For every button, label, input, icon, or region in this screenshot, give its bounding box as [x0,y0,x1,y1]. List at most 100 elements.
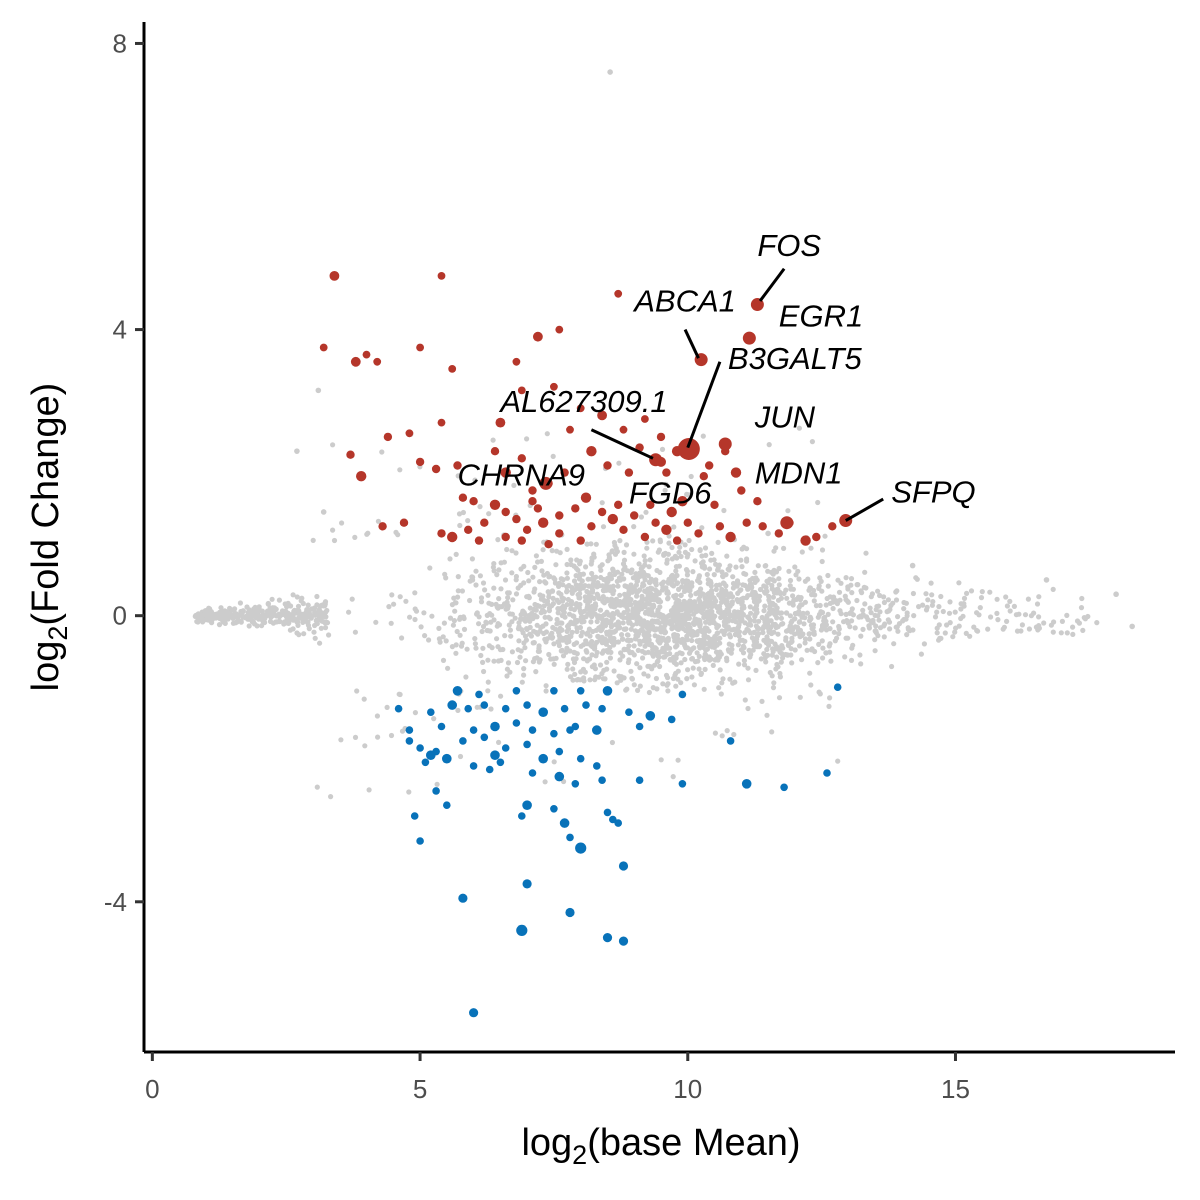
nonsignificant-point [716,685,722,691]
upregulated-point [560,468,569,477]
nonsignificant-point [577,624,584,631]
nonsignificant-point [732,582,739,589]
upregulated-point [437,529,446,538]
nonsignificant-point [775,597,782,603]
downregulated-point [442,753,452,764]
nonsignificant-point [669,544,675,551]
nonsignificant-point [730,574,736,580]
downregulated-point [823,769,831,777]
downregulated-point [741,779,752,789]
nonsignificant-point [314,784,320,790]
gene-point-mdn1 [780,516,794,530]
nonsignificant-point [491,658,497,664]
nonsignificant-point [559,595,565,601]
nonsignificant-point [826,643,832,649]
nonsignificant-point [903,600,910,606]
nonsignificant-point [606,552,612,558]
nonsignificant-point [600,594,606,600]
nonsignificant-point [476,614,482,620]
nonsignificant-point [636,561,642,567]
nonsignificant-point [388,620,394,626]
nonsignificant-point [701,601,707,607]
nonsignificant-point [625,659,632,666]
upregulated-point [614,500,623,509]
nonsignificant-point [719,733,725,739]
nonsignificant-point [426,637,432,643]
nonsignificant-point [1076,620,1082,626]
nonsignificant-point [589,652,595,658]
nonsignificant-point [688,592,694,599]
nonsignificant-point [652,612,658,618]
nonsignificant-point [629,622,636,628]
nonsignificant-point [956,623,962,629]
nonsignificant-point [673,607,679,613]
nonsignificant-point [830,619,836,625]
nonsignificant-point [642,577,648,583]
nonsignificant-point [477,573,483,579]
nonsignificant-point [872,637,878,643]
nonsignificant-point [412,710,418,716]
nonsignificant-point [193,612,199,619]
nonsignificant-point [688,473,694,480]
nonsignificant-point [638,514,645,520]
nonsignificant-point [702,545,709,551]
nonsignificant-point [691,620,697,626]
nonsignificant-point [742,638,748,644]
nonsignificant-point [642,643,648,649]
nonsignificant-point [276,597,282,603]
nonsignificant-point [704,571,710,578]
nonsignificant-point [788,646,794,652]
nonsignificant-point [675,676,681,682]
nonsignificant-point [498,657,504,664]
upregulated-point [555,325,564,334]
nonsignificant-point [752,605,758,611]
nonsignificant-point [848,657,855,664]
nonsignificant-point [262,619,268,626]
nonsignificant-point [952,629,958,635]
nonsignificant-point [757,643,763,649]
nonsignificant-point [744,584,750,590]
nonsignificant-point [696,666,702,672]
nonsignificant-point [749,635,756,641]
nonsignificant-point [642,603,648,610]
nonsignificant-point [615,583,621,589]
nonsignificant-point [412,616,418,623]
nonsignificant-point [876,603,882,609]
nonsignificant-point [399,635,405,641]
nonsignificant-point [697,645,703,651]
nonsignificant-point [472,641,478,647]
nonsignificant-point [594,639,600,646]
nonsignificant-point [515,626,522,632]
nonsignificant-point [929,592,935,598]
nonsignificant-point [453,650,459,656]
nonsignificant-point [533,553,540,559]
nonsignificant-point [686,537,692,544]
nonsignificant-point [542,636,548,642]
downregulated-point [678,780,687,788]
upregulated-point [651,518,660,527]
upregulated-point [555,511,564,520]
nonsignificant-point [642,588,648,594]
nonsignificant-point [947,599,953,605]
nonsignificant-point [1051,619,1057,625]
nonsignificant-point [1058,630,1064,636]
nonsignificant-point [599,583,606,589]
nonsignificant-point [619,571,625,577]
nonsignificant-point [717,667,723,673]
nonsignificant-point [783,610,790,616]
nonsignificant-point [700,433,706,439]
nonsignificant-point [854,597,860,604]
upregulated-point [329,271,340,281]
nonsignificant-point [797,694,803,700]
nonsignificant-point [663,481,669,487]
upregulated-point [812,532,821,542]
nonsignificant-point [366,787,372,793]
nonsignificant-point [847,624,853,630]
nonsignificant-point [456,511,463,517]
nonsignificant-point [689,546,695,553]
upregulated-point [699,472,708,481]
nonsignificant-point [692,659,699,665]
nonsignificant-point [506,622,512,628]
nonsignificant-point [522,645,528,651]
nonsignificant-point [656,547,663,553]
